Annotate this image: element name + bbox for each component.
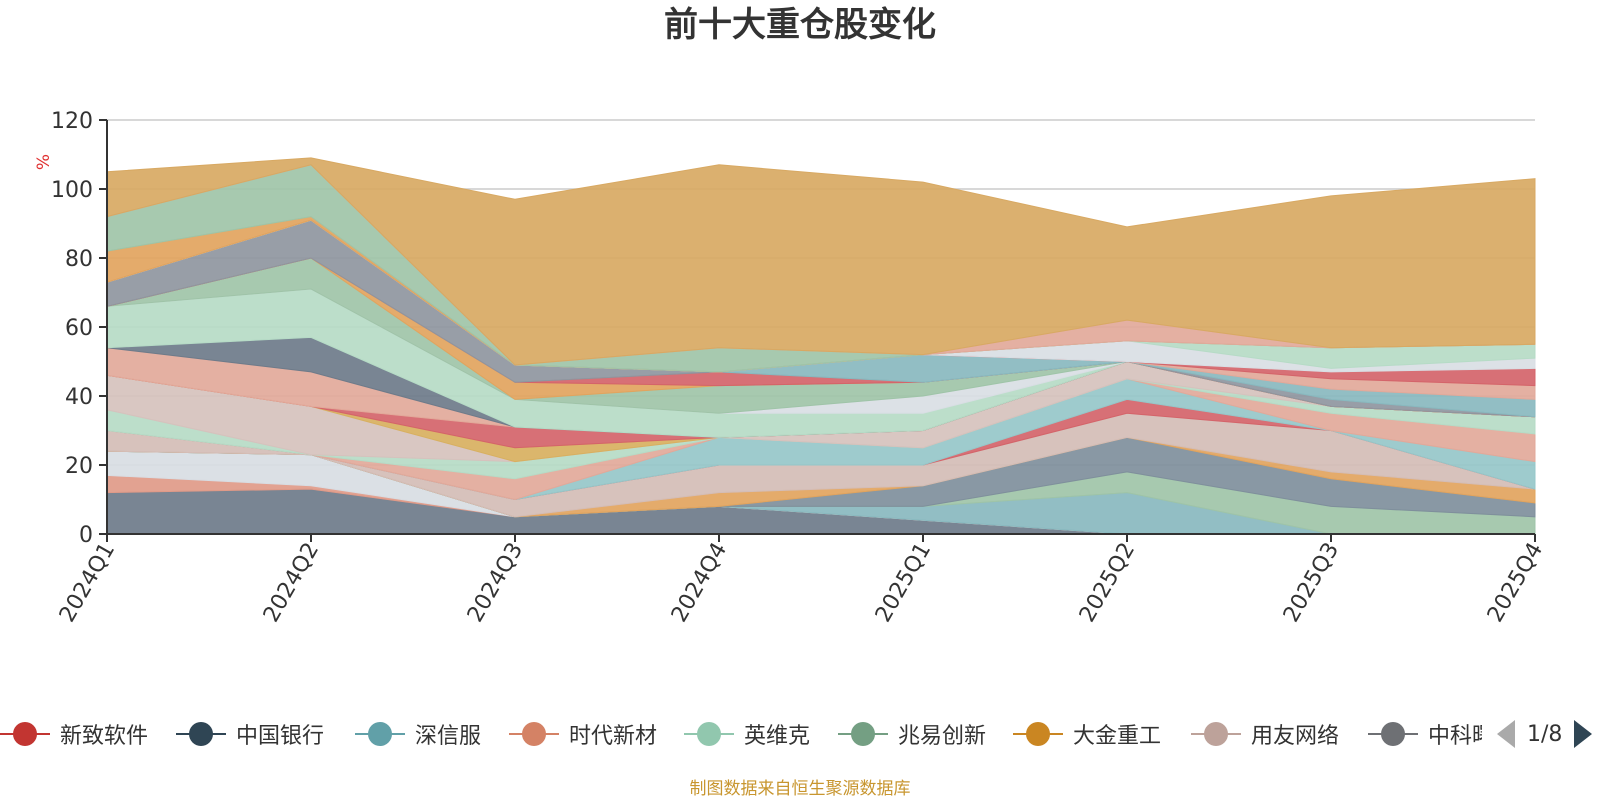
y-tick-label: 0 [79,523,93,548]
y-axis-label: % [34,154,54,170]
legend-item[interactable]: 中国银行 [176,714,324,754]
legend-label: 英维克 [744,724,811,749]
x-tick-label: 2024Q2 [259,539,324,627]
legend-label: 大金重工 [1073,724,1162,749]
data-source-note: 制图数据来自恒生聚源数据库 [689,779,911,799]
chart-title: 前十大重仓股变化 [664,5,936,45]
legend-label: 新致软件 [60,724,149,749]
legend-item[interactable]: 英维克 [684,714,810,754]
x-tick-label: 2024Q1 [55,539,120,627]
legend-next-page-icon[interactable] [1574,720,1593,748]
legend-marker-icon [1013,722,1063,746]
legend-marker-icon [176,722,226,746]
legend-items: 新致软件 中国银行 深信服 时代新材 英维克 兆易创新 大金重工 用友网络 中科曙光 [0,714,1482,754]
legend-item[interactable]: 大金重工 [1013,714,1161,754]
legend-prev-page-icon[interactable] [1497,720,1515,748]
y-tick-label: 80 [65,247,93,272]
legend-label: 用友网络 [1251,724,1340,749]
legend-item[interactable]: 兆易创新 [838,714,986,754]
legend-item[interactable]: 新致软件 [0,714,148,754]
legend-marker-icon [355,722,405,746]
legend-label: 兆易创新 [898,724,987,749]
legend-marker-icon [684,722,734,746]
x-tick-label: 2025Q3 [1279,539,1344,627]
area-series-32 [106,157,1536,366]
legend: 新致软件 中国银行 深信服 时代新材 英维克 兆易创新 大金重工 用友网络 中科曙光 [0,714,1600,754]
legend-label: 深信服 [415,724,482,749]
legend-item[interactable]: 用友网络 [1191,714,1339,754]
y-tick-label: 120 [51,109,93,134]
legend-marker-icon [838,722,888,746]
legend-marker-icon [1191,722,1241,746]
x-tick-label: 2024Q3 [463,539,528,627]
y-tick-label: 60 [65,316,93,341]
legend-marker-icon [1368,722,1418,746]
legend-label: 中国银行 [236,724,325,749]
legend-marker-icon [509,722,559,746]
x-tick-label: 2025Q4 [1483,539,1548,627]
legend-marker-icon [0,722,50,746]
legend-pager: 1/8 [1497,714,1593,754]
legend-item[interactable]: 中科曙光 [1368,714,1482,754]
legend-item[interactable]: 时代新材 [509,714,657,754]
y-tick-label: 100 [51,178,93,203]
legend-label: 中科曙光 [1428,724,1482,749]
x-tick-label: 2025Q2 [1075,539,1140,627]
y-tick-label: 40 [65,385,93,410]
y-tick-label: 20 [65,454,93,479]
area-layer [106,157,1536,535]
x-tick-label: 2025Q1 [871,539,936,627]
legend-page-indicator: 1/8 [1527,721,1563,747]
legend-item[interactable]: 深信服 [355,714,481,754]
x-tick-label: 2024Q4 [667,539,732,627]
legend-label: 时代新材 [569,724,658,749]
